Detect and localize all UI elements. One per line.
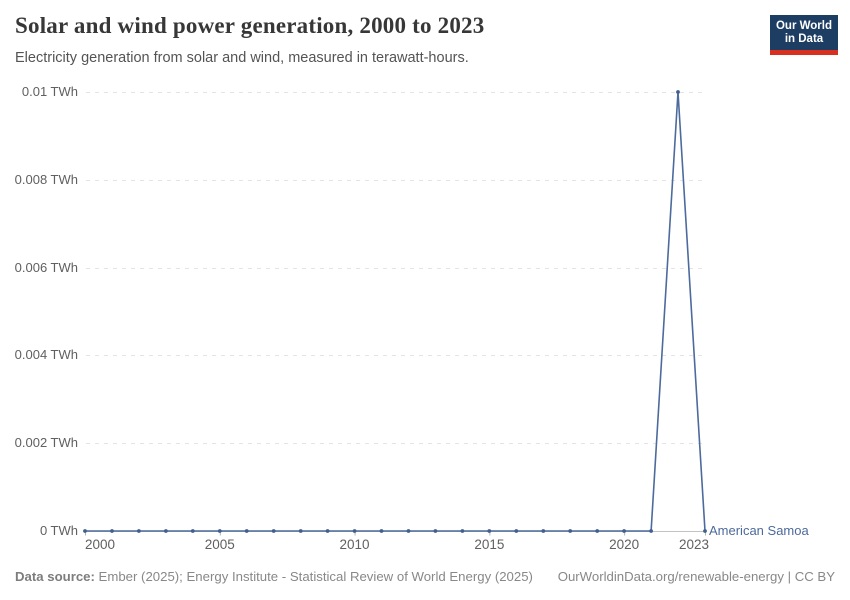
data-point bbox=[137, 529, 141, 533]
data-point bbox=[352, 529, 357, 533]
data-point bbox=[298, 529, 303, 533]
y-axis-tick-label: 0.008 TWh bbox=[14, 171, 78, 187]
footer-data-source: Data source: Ember (2025); Energy Instit… bbox=[15, 569, 533, 584]
footer-url-license: OurWorldinData.org/renewable-energy | CC… bbox=[557, 569, 835, 584]
y-axis-tick-label: 0.004 TWh bbox=[14, 347, 78, 363]
data-point bbox=[325, 529, 330, 533]
x-axis-tick-label: 2000 bbox=[85, 537, 116, 552]
data-point bbox=[164, 529, 168, 533]
data-point bbox=[703, 529, 707, 533]
logo-text-line1: Our World bbox=[775, 20, 832, 32]
data-point bbox=[541, 529, 546, 533]
data-point bbox=[110, 529, 114, 533]
owid-logo-box: Our World in Data bbox=[770, 15, 838, 50]
data-point bbox=[676, 90, 680, 94]
data-point bbox=[379, 529, 384, 533]
logo-text-line2: in Data bbox=[784, 33, 824, 45]
y-axis-tick-label: 0.006 TWh bbox=[14, 259, 78, 275]
data-point bbox=[622, 529, 626, 533]
data-point bbox=[487, 529, 492, 533]
data-point bbox=[568, 529, 573, 533]
data-point bbox=[83, 529, 87, 533]
owid-logo: Our World in Data bbox=[770, 15, 838, 55]
data-point bbox=[595, 529, 600, 533]
x-axis-tick-label: 2005 bbox=[204, 537, 235, 552]
data-point bbox=[271, 529, 276, 533]
data-point bbox=[433, 529, 438, 533]
logo-stripe bbox=[770, 50, 838, 55]
x-axis-tick-label: 2020 bbox=[609, 537, 640, 552]
y-axis-tick-label: 0 TWh bbox=[39, 523, 78, 538]
data-source-label: Data source: bbox=[15, 569, 95, 584]
page-title: Solar and wind power generation, 2000 to… bbox=[15, 13, 485, 38]
data-point bbox=[406, 529, 411, 533]
x-axis-tick-label: 2010 bbox=[339, 537, 370, 552]
data-point bbox=[460, 529, 465, 533]
page-subtitle: Electricity generation from solar and wi… bbox=[15, 50, 469, 66]
data-point bbox=[190, 529, 195, 533]
y-axis-tick-label: 0.002 TWh bbox=[14, 435, 78, 451]
data-point bbox=[217, 529, 222, 533]
data-line bbox=[84, 91, 706, 532]
x-axis-tick-label: 2015 bbox=[474, 537, 505, 552]
data-point bbox=[514, 529, 519, 533]
x-axis-tick-label: 2023 bbox=[678, 537, 710, 552]
data-point bbox=[649, 529, 653, 533]
entity-label: American Samoa bbox=[709, 523, 809, 538]
data-source-text: Ember (2025); Energy Institute - Statist… bbox=[94, 569, 533, 584]
y-axis-tick-label: 0.01 TWh bbox=[21, 84, 78, 99]
data-point bbox=[244, 529, 249, 533]
